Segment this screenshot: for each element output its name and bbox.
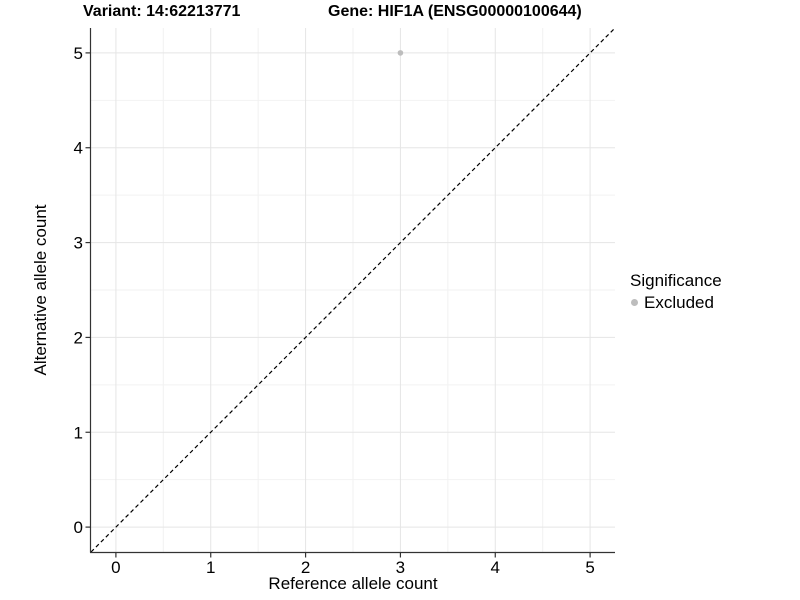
y-tick-label: 4 [74,139,83,158]
y-tick-label: 0 [74,518,83,537]
legend-item-excluded: Excluded [631,293,722,312]
y-tick-label: 2 [74,328,83,347]
legend: Significance Excluded [630,271,722,312]
identity-line [90,27,616,553]
legend-item-label: Excluded [644,293,714,312]
y-axis-title-text: Alternative allele count [31,204,50,376]
x-tick-label: 2 [301,558,310,577]
variant-title: Variant: 14:62213771 [83,3,241,20]
x-axis-title: Reference allele count [268,574,438,593]
legend-title: Significance [630,271,722,290]
y-tick-label: 1 [74,423,83,442]
gene-title: Gene: HIF1A (ENSG00000100644) [328,3,582,20]
legend-point-icon [631,299,638,306]
x-tick-label: 3 [396,558,405,577]
x-tick-label: 4 [491,558,500,577]
x-tick-label: 1 [206,558,215,577]
x-tick-label: 0 [111,558,120,577]
data-point [397,50,404,56]
y-tick-label: 3 [74,234,83,253]
x-tick-label: 5 [585,558,594,577]
y-tick-label: 5 [74,44,83,63]
